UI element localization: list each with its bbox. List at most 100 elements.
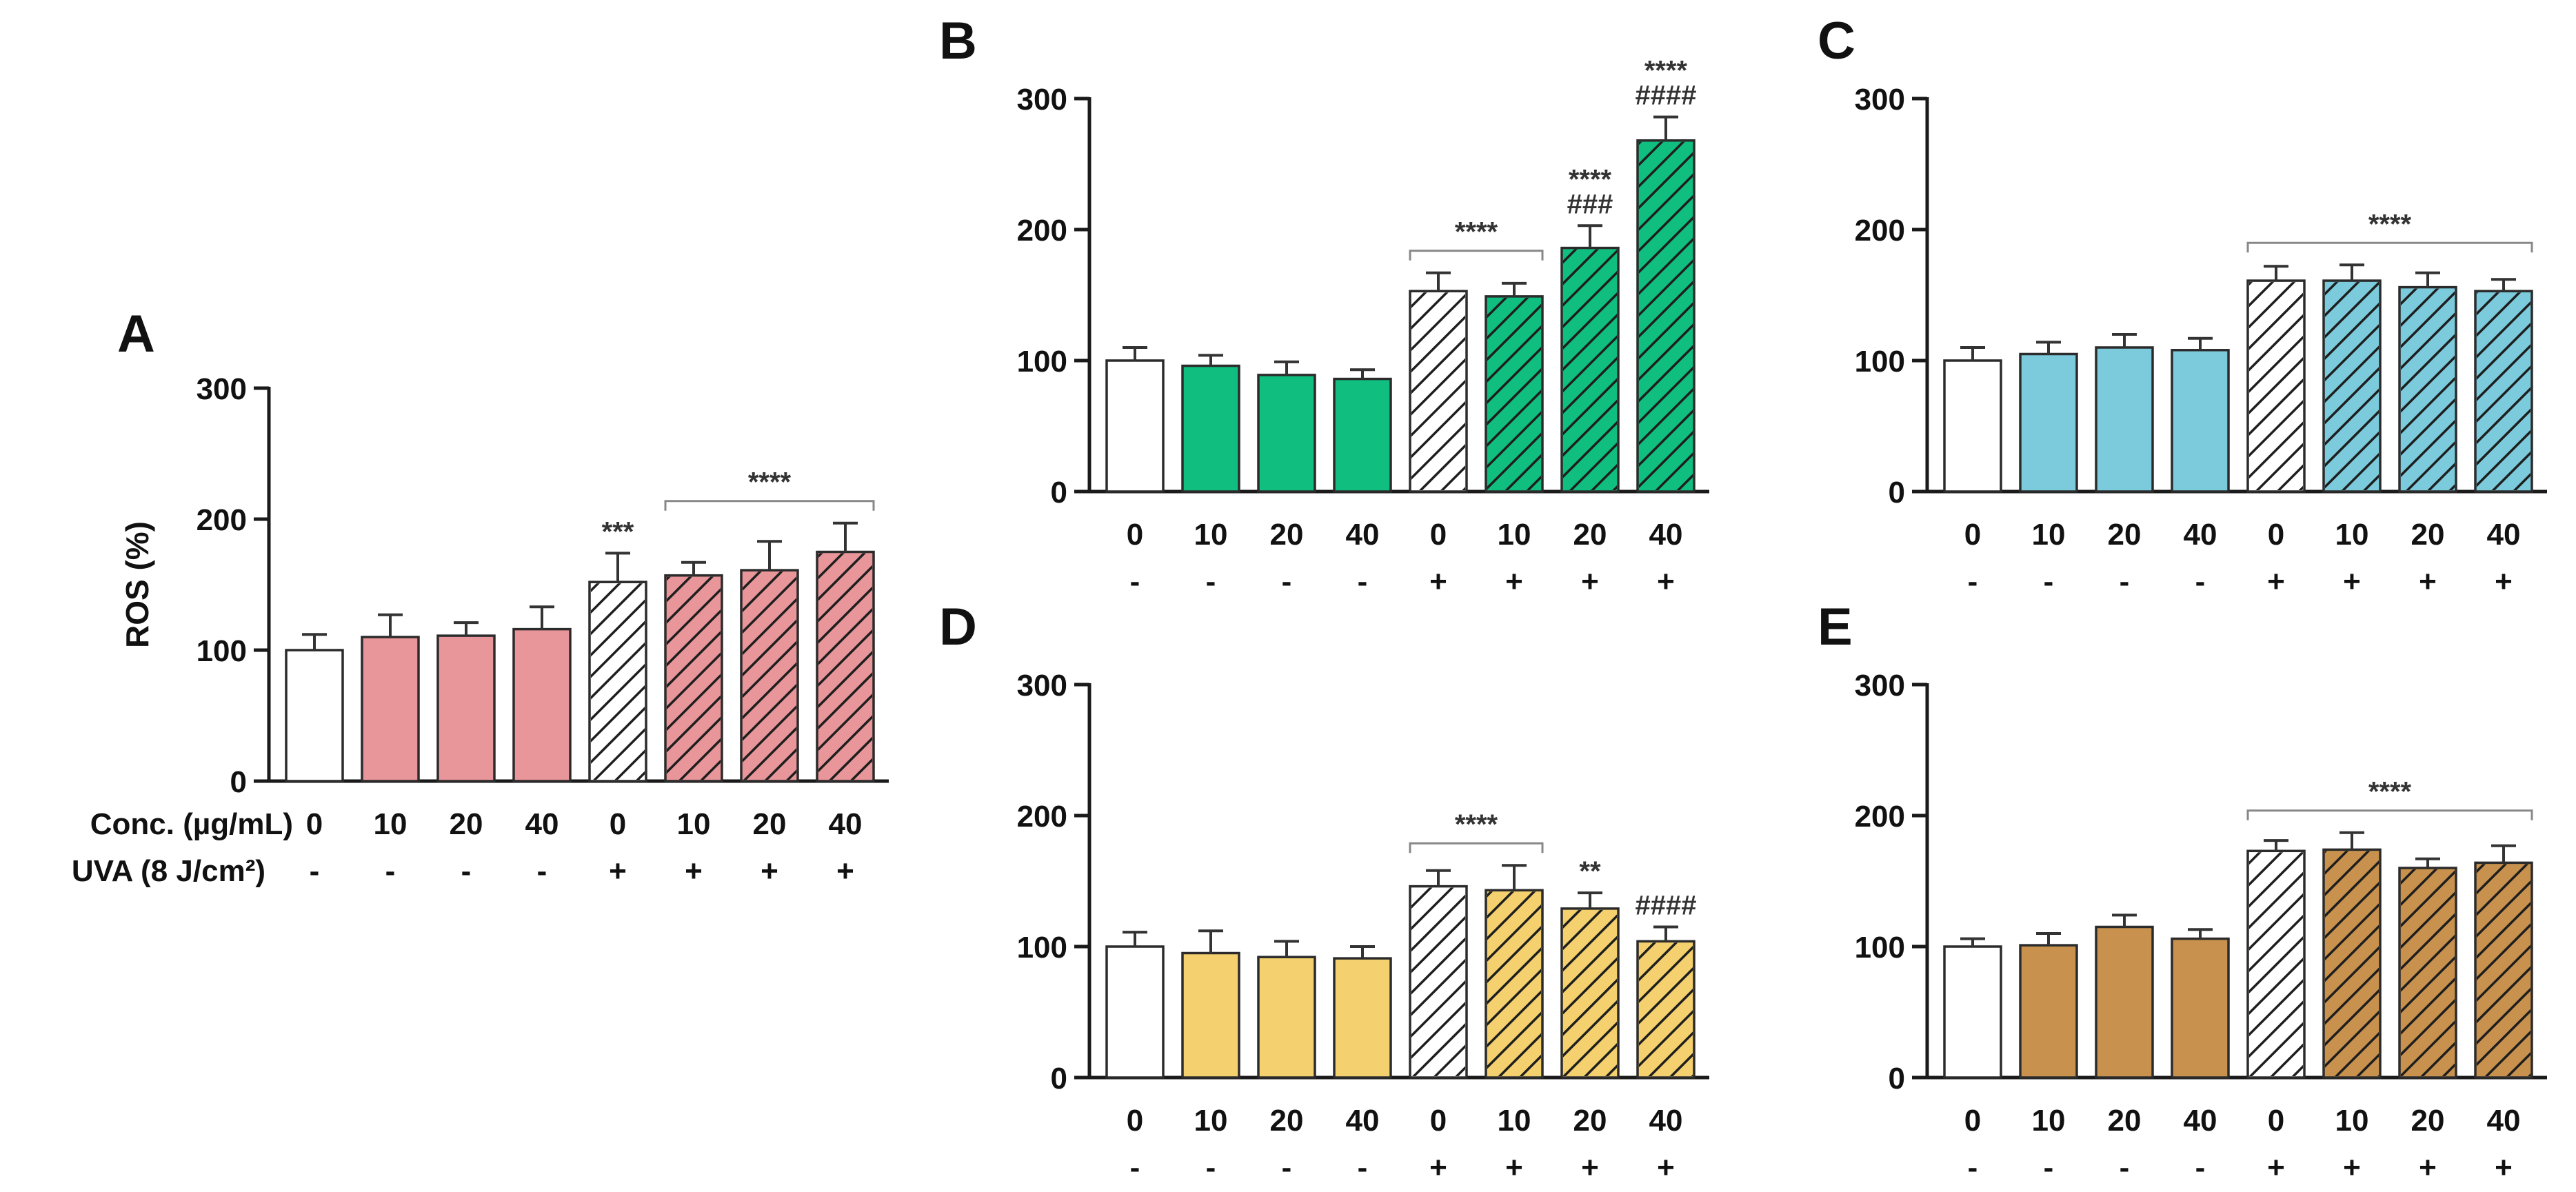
y-tick-label: 200 (1017, 214, 1067, 248)
x-category-label: 40 (2184, 1104, 2217, 1138)
x-category-label: 0 (1964, 518, 1981, 552)
y-tick-label: 100 (1017, 931, 1067, 964)
uva-row-label: UVA (8 J/cm²) (72, 854, 265, 888)
uva-label: + (2495, 565, 2513, 598)
panel-letter: B (939, 12, 977, 70)
x-category-label: 20 (753, 807, 787, 841)
panel-d: D 0 100 200 300 0 - 10 - 20 - 40 - 0 +10 +20 +40 + ** #### *… (939, 598, 1709, 1184)
error-bar (1350, 945, 1375, 959)
error-bar (302, 633, 327, 650)
bar-hatch (1411, 887, 1465, 1076)
x-category-label: 20 (1573, 518, 1607, 552)
error-bar (2264, 839, 2288, 851)
y-tick-label: 300 (1017, 669, 1067, 703)
error-bar (605, 552, 630, 583)
error-bar (1426, 271, 1451, 292)
y-tick-label: 0 (1889, 1062, 1905, 1095)
x-category-label: 40 (1649, 518, 1683, 552)
bar-hatch (1487, 297, 1541, 490)
x-category-label: 10 (1194, 1104, 1228, 1138)
uva-label: + (1657, 565, 1675, 598)
error-bar (1653, 115, 1678, 141)
y-tick-label: 100 (197, 634, 247, 668)
bar-hatch (1639, 141, 1693, 491)
bar (1181, 364, 1240, 493)
bar (285, 649, 344, 782)
y-tick-label: 100 (1855, 345, 1905, 378)
x-category-label: 0 (2268, 1104, 2284, 1138)
panel-letter: E (1818, 598, 1853, 656)
panel-letter: A (117, 305, 155, 363)
x-category-label: 10 (2335, 518, 2369, 552)
error-bar (2188, 928, 2213, 939)
error-bar (1123, 346, 1147, 361)
error-bar (681, 560, 706, 576)
y-tick-label: 0 (230, 765, 247, 799)
significance-mark: **** (1569, 164, 1612, 194)
bar-hatch (1411, 292, 1465, 490)
x-category-label: 20 (450, 807, 483, 841)
error-bar (1123, 931, 1147, 947)
bar-hatch (2401, 869, 2455, 1076)
bar-hatch (2477, 292, 2530, 490)
x-category-label: 0 (610, 807, 626, 841)
bar-hatch (2249, 852, 2303, 1076)
bar (2171, 937, 2230, 1079)
bar-hatch (2477, 864, 2530, 1076)
x-category-label: 20 (2108, 518, 2142, 552)
uva-label: - (1206, 565, 1216, 598)
y-tick-label: 300 (197, 372, 247, 406)
bracket-label: **** (1455, 217, 1498, 248)
x-category-label: 40 (525, 807, 559, 841)
bar (2019, 944, 2078, 1079)
uva-label: + (1505, 565, 1523, 598)
bar (2019, 352, 2078, 493)
uva-label: + (1657, 1151, 1675, 1184)
x-category-label: 40 (2184, 518, 2217, 552)
uva-label: - (2120, 565, 2130, 598)
bar (1105, 359, 1165, 493)
significance-bracket (2246, 241, 2533, 253)
y-tick-label: 200 (197, 503, 247, 537)
uva-label: - (2044, 565, 2054, 598)
bar-hatch (1639, 942, 1693, 1076)
x-category-label: 20 (2411, 1104, 2445, 1138)
x-category-label: 40 (1649, 1104, 1683, 1138)
bar (2171, 349, 2230, 493)
error-bar (833, 521, 858, 552)
bar-hatch (2325, 851, 2379, 1076)
uva-label: + (2419, 565, 2437, 598)
error-bar (2339, 831, 2364, 850)
error-bar (757, 540, 782, 571)
error-bar (378, 613, 403, 637)
panel-letter: D (939, 598, 977, 656)
x-category-label: 0 (1430, 1104, 1447, 1138)
bar (512, 627, 572, 782)
x-category-label: 10 (374, 807, 407, 841)
y-tick-label: 100 (1017, 345, 1067, 378)
bracket-label: **** (2368, 777, 2412, 807)
x-category-label: 20 (2108, 1104, 2142, 1138)
panel-b: B01002003000-10-20-40-0+10+20+40+****###… (939, 12, 1709, 598)
uva-label: - (2195, 565, 2206, 598)
uva-label: + (2343, 1151, 2361, 1184)
uva-label: - (461, 854, 472, 888)
x-category-label: 10 (1498, 1104, 1531, 1138)
bar (1105, 945, 1165, 1079)
error-bar (2264, 265, 2288, 281)
uva-label: - (1968, 1151, 1978, 1184)
panel-e: E 0 100 200 300 0 - 10 - 20 - 40 - 0 +10 +20 +40 + **** (1818, 598, 2547, 1184)
bar (361, 636, 420, 782)
significance-bracket (1409, 250, 1544, 261)
error-bar (1960, 346, 1985, 361)
y-tick-label: 300 (1855, 669, 1905, 703)
uva-label: - (2120, 1151, 2130, 1184)
error-bar (2036, 932, 2061, 946)
uva-label: + (2267, 565, 2285, 598)
uva-label: - (1130, 1151, 1140, 1184)
uva-label: + (685, 854, 703, 888)
x-category-label: 40 (829, 807, 863, 841)
error-bar (1502, 864, 1527, 891)
error-bar (2036, 341, 2061, 354)
